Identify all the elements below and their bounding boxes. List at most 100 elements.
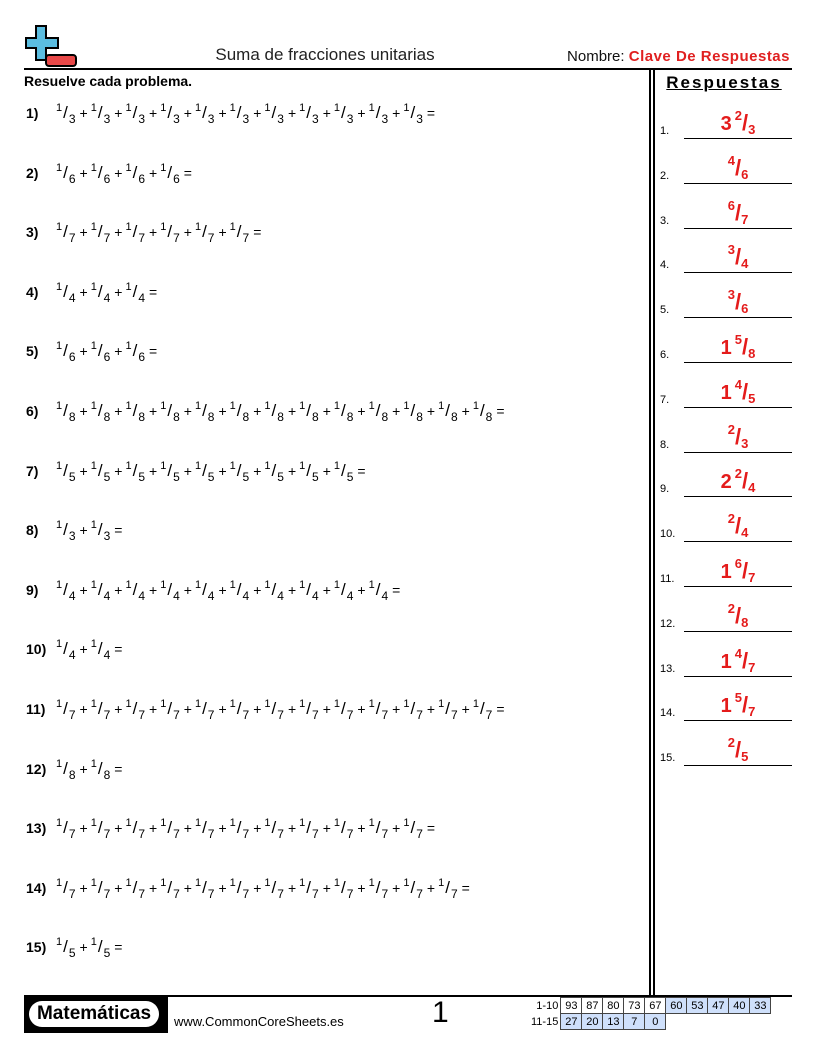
answer-item: 15. 2/5 [660, 726, 792, 767]
plus-sign: + [79, 224, 88, 241]
header-divider [24, 68, 792, 70]
score-cell: 7 [623, 1013, 646, 1030]
denominator: 8 [173, 410, 180, 424]
problem: 5) 1/6 +1/6 +1/6 = [26, 340, 160, 364]
answer-label: 1. [660, 125, 670, 137]
plus-sign: + [114, 403, 123, 419]
problem: 7) 1/5 +1/5 +1/5 +1/5 +1/5 +1/5 +1/5 +1/5 +1/5 = [26, 459, 369, 484]
denominator: 7 [381, 886, 389, 901]
answer-label: 6. [660, 349, 670, 361]
answer-line [684, 675, 792, 677]
fraction-slash: / [63, 699, 68, 718]
plus-sign: + [149, 164, 158, 181]
fraction: 1/8 [91, 400, 111, 424]
fraction-slash: / [97, 699, 103, 718]
fraction: 1/8 [56, 400, 76, 424]
fraction: 1/7 [403, 698, 423, 722]
answer-numerator: 2 [727, 600, 735, 616]
score-row: 11-15 27 20 13 7 0 [528, 1013, 771, 1030]
plus-sign: + [149, 879, 158, 896]
problem: 15) 1/5 +1/5 = [26, 936, 125, 961]
answer-label: 14. [660, 707, 676, 720]
plus-sign: + [149, 581, 158, 598]
answer-label: 2. [660, 169, 670, 182]
fraction: 1/5 [195, 460, 215, 484]
plus-sign: + [461, 403, 470, 419]
fraction-slash: / [375, 877, 381, 897]
score-cell: 53 [686, 997, 709, 1014]
denominator: 7 [242, 886, 250, 901]
numerator: 1 [229, 102, 236, 114]
numerator: 1 [194, 578, 202, 591]
answer-numerator: 5 [734, 690, 742, 706]
denominator: 8 [346, 410, 354, 424]
fraction: 1/5 [264, 460, 284, 484]
numerator: 1 [333, 459, 340, 472]
fraction-slash: / [97, 103, 103, 122]
problem-number: 10) [26, 641, 47, 658]
score-cell: 47 [707, 997, 730, 1014]
denominator: 7 [242, 708, 250, 722]
answer-slash: / [734, 289, 742, 315]
fraction-slash: / [132, 401, 138, 420]
plus-sign: + [183, 879, 192, 896]
denominator: 7 [450, 708, 458, 722]
answer-slash: / [734, 737, 742, 763]
numerator: 1 [229, 698, 236, 710]
plus-sign: + [79, 522, 88, 539]
denominator: 4 [103, 648, 111, 663]
denominator: 8 [312, 410, 319, 424]
plus-sign: + [322, 403, 331, 419]
fraction: 1/6 [91, 162, 111, 186]
answer-value: 3 2/3 [684, 108, 792, 137]
problem-number: 9) [26, 581, 39, 598]
numerator: 1 [56, 817, 63, 830]
fraction-slash: / [236, 699, 242, 718]
fraction: 1/7 [369, 698, 389, 722]
answer-line [684, 541, 792, 543]
fraction-slash: / [97, 818, 103, 838]
denominator: 3 [416, 112, 423, 126]
equals-sign: = [149, 283, 158, 300]
answer-item: 2. 4/6 [660, 144, 792, 184]
fraction-slash: / [341, 579, 346, 599]
plus-sign: + [253, 879, 262, 896]
equals-sign: = [357, 462, 366, 479]
numerator: 1 [125, 817, 132, 830]
fraction-slash: / [202, 699, 207, 718]
plus-sign: + [79, 403, 88, 419]
answer-whole: 1 [720, 650, 732, 673]
denominator: 5 [68, 946, 76, 961]
answer-denominator: 4 [741, 256, 749, 272]
plus-sign: + [149, 820, 158, 837]
fraction-slash: / [271, 699, 277, 718]
denominator: 3 [207, 112, 215, 126]
numerator: 1 [125, 876, 132, 889]
fraction-slash: / [63, 579, 68, 599]
denominator: 4 [68, 588, 76, 603]
numerator: 1 [90, 221, 97, 234]
plus-sign: + [183, 820, 192, 837]
fraction-slash: / [306, 579, 311, 599]
fraction-slash: / [167, 401, 173, 420]
denominator: 3 [312, 112, 319, 126]
fraction: 1/8 [473, 400, 493, 424]
problem: 12) 1/8 +1/8 = [26, 758, 125, 782]
answer-numerator: 4 [734, 376, 742, 392]
fraction: 1/4 [125, 579, 145, 603]
fraction-slash: / [445, 699, 450, 718]
plus-sign: + [183, 224, 192, 241]
fraction: 1/7 [473, 698, 493, 722]
denominator: 4 [173, 588, 180, 603]
plus-sign: + [426, 879, 436, 896]
answer-numerator: 3 [727, 242, 735, 258]
answer-denominator: 5 [741, 749, 749, 765]
answer-item: 14. 1 5/7 [660, 681, 792, 722]
problem-number: 8) [26, 522, 39, 539]
fraction: 1/3 [56, 519, 76, 543]
plus-sign: + [287, 701, 297, 717]
answer-numerator: 4 [727, 152, 735, 168]
fraction-slash: / [167, 460, 173, 480]
answer-numerator: 6 [734, 556, 742, 571]
denominator: 4 [207, 588, 215, 603]
